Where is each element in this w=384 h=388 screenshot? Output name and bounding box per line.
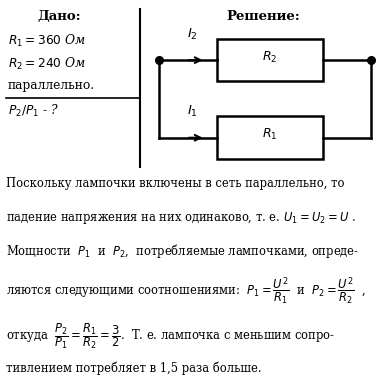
Text: тивлением потребляет в 1,5 раза больше.: тивлением потребляет в 1,5 раза больше. xyxy=(6,361,262,375)
Text: ляются следующими соотношениями:  $P_1=\dfrac{U^2}{R_1}$  и  $P_2=\dfrac{U^2}{R_: ляются следующими соотношениями: $P_1=\d… xyxy=(6,275,366,307)
Text: $\mathbf{\mathit{I_2}}$: $\mathbf{\mathit{I_2}}$ xyxy=(187,26,198,42)
Text: $\mathbf{\mathit{R_2}}$: $\mathbf{\mathit{R_2}}$ xyxy=(262,50,277,64)
Text: $\mathbf{\mathit{R_1}}$: $\mathbf{\mathit{R_1}}$ xyxy=(262,127,278,142)
Bar xyxy=(217,116,323,159)
Text: $R_2 = 240$ Ом: $R_2 = 240$ Ом xyxy=(8,56,86,72)
Text: падение напряжения на них одинаково, т. е. $U_1=U_2=U$ .: падение напряжения на них одинаково, т. … xyxy=(6,210,356,225)
Text: Мощности  $P_1$  и  $P_2$,  потребляемые лампочками, опреде-: Мощности $P_1$ и $P_2$, потребляемые лам… xyxy=(6,242,359,260)
Text: откуда  $\dfrac{P_2}{P_1}=\dfrac{R_1}{R_2}=\dfrac{3}{2}$.  Т. е. лампочка с мень: откуда $\dfrac{P_2}{P_1}=\dfrac{R_1}{R_2… xyxy=(6,322,334,352)
Bar xyxy=(217,39,323,81)
Text: Дано:: Дано: xyxy=(38,10,81,23)
Text: $\mathbf{\mathit{I_1}}$: $\mathbf{\mathit{I_1}}$ xyxy=(187,104,198,119)
Text: параллельно.: параллельно. xyxy=(8,79,95,92)
Text: Решение:: Решение: xyxy=(226,10,300,23)
Text: $R_1 = 360$ Ом: $R_1 = 360$ Ом xyxy=(8,33,86,49)
Text: Поскольку лампочки включены в сеть параллельно, то: Поскольку лампочки включены в сеть парал… xyxy=(6,177,344,190)
Text: $P_2/P_1$ - ?: $P_2/P_1$ - ? xyxy=(8,103,59,119)
